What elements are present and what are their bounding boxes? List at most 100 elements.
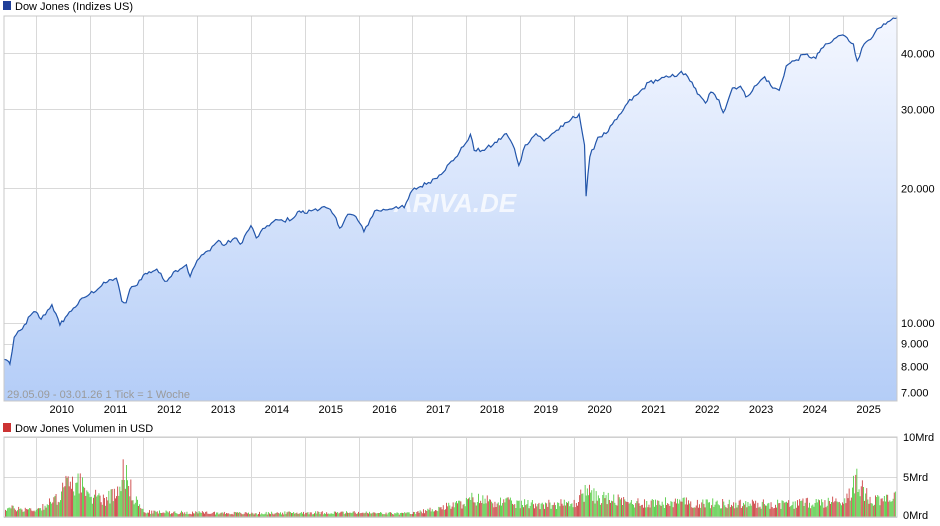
volume-bar bbox=[761, 501, 763, 517]
volume-bar bbox=[542, 504, 544, 517]
volume-bar bbox=[561, 503, 563, 517]
volume-bar bbox=[282, 512, 284, 517]
volume-bar bbox=[64, 486, 66, 517]
volume-bar bbox=[739, 499, 741, 517]
volume-bar bbox=[417, 511, 419, 517]
volume-bar bbox=[638, 503, 640, 517]
volume-bar bbox=[347, 512, 348, 517]
volume-bar bbox=[280, 512, 281, 517]
volume-bar bbox=[151, 510, 153, 517]
volume-bar bbox=[126, 465, 127, 517]
volume-bar bbox=[361, 512, 363, 517]
volume-bar bbox=[141, 508, 143, 517]
volume-bar bbox=[392, 514, 394, 517]
volume-bar bbox=[617, 494, 619, 517]
volume-bar bbox=[643, 507, 644, 517]
volume-bar bbox=[129, 496, 131, 517]
volume-bar bbox=[467, 499, 468, 517]
volume-bar bbox=[338, 513, 340, 517]
volume-bar bbox=[494, 501, 496, 517]
volume-bar bbox=[564, 505, 566, 517]
volume-bar bbox=[823, 507, 825, 517]
volume-bar bbox=[704, 507, 706, 517]
volume-bar bbox=[102, 494, 104, 517]
volume-bar bbox=[682, 497, 684, 517]
volume-bar bbox=[138, 506, 139, 517]
volume-bar bbox=[219, 513, 221, 517]
volume-bar bbox=[764, 504, 765, 517]
volume-bar bbox=[501, 505, 502, 517]
volume-bar bbox=[476, 502, 478, 517]
volume-bar bbox=[375, 513, 377, 517]
volume-bar bbox=[123, 480, 125, 517]
volume-bar bbox=[705, 499, 707, 517]
volume-bar bbox=[60, 500, 61, 517]
volume-bar bbox=[135, 496, 137, 517]
volume-bar bbox=[517, 500, 519, 517]
volume-bar bbox=[91, 503, 93, 517]
volume-bar bbox=[624, 499, 626, 517]
volume-bar bbox=[595, 491, 597, 517]
range-note: 29.05.09 - 03.01.26 1 Tick = 1 Woche bbox=[7, 389, 190, 401]
volume-bar bbox=[838, 501, 840, 517]
volume-bar bbox=[368, 513, 369, 517]
volume-bar bbox=[431, 509, 433, 517]
volume-bar bbox=[842, 502, 843, 517]
volume-bar bbox=[579, 495, 581, 517]
volume-bar bbox=[100, 502, 102, 517]
volume-bar bbox=[765, 505, 766, 517]
volume-bar bbox=[737, 505, 739, 517]
volume-bar bbox=[58, 502, 60, 517]
volume-bar bbox=[254, 513, 256, 517]
volume-bar bbox=[38, 508, 39, 517]
volume-bar bbox=[503, 499, 505, 517]
volume-bar bbox=[888, 501, 890, 517]
volume-bar bbox=[798, 505, 799, 517]
volume-bar bbox=[140, 508, 142, 517]
volume-bar bbox=[720, 508, 721, 517]
volume-bar bbox=[464, 506, 466, 517]
volume-bar bbox=[390, 512, 391, 517]
volume-bar bbox=[822, 502, 824, 517]
volume-bar bbox=[221, 512, 223, 517]
volume-bar bbox=[107, 500, 109, 517]
volume-bar bbox=[452, 502, 454, 517]
volume-bar bbox=[369, 511, 370, 517]
volume-bar bbox=[813, 506, 815, 517]
volume-bar bbox=[373, 512, 375, 517]
volume-bar bbox=[299, 513, 301, 517]
volume-bar bbox=[167, 512, 169, 517]
volume-bar bbox=[679, 499, 681, 517]
volume-bar bbox=[33, 510, 35, 517]
volume-bar bbox=[117, 486, 119, 517]
volume-bar bbox=[127, 480, 128, 517]
volume-bar bbox=[858, 489, 860, 517]
volume-bar bbox=[193, 513, 194, 517]
x-tick-label: 2025 bbox=[856, 404, 880, 416]
volume-bar bbox=[854, 493, 856, 517]
volume-bar bbox=[583, 501, 585, 517]
volume-bar bbox=[711, 505, 713, 517]
volume-bar bbox=[716, 500, 718, 517]
volume-bar bbox=[848, 488, 850, 517]
volume-bar bbox=[267, 512, 269, 517]
volume-bar bbox=[340, 511, 342, 517]
volume-bar bbox=[68, 486, 70, 517]
volume-bar bbox=[17, 510, 18, 517]
volume-bar bbox=[287, 511, 289, 517]
volume-bar bbox=[826, 505, 828, 517]
volume-bar bbox=[495, 507, 497, 517]
y-tick-label: 30.000 bbox=[901, 104, 935, 116]
volume-bar bbox=[434, 511, 435, 517]
volume-bar bbox=[526, 504, 528, 517]
volume-bar bbox=[128, 486, 130, 517]
volume-bar bbox=[531, 500, 533, 517]
volume-bar bbox=[634, 507, 636, 517]
volume-bar bbox=[470, 500, 472, 517]
volume-bar bbox=[423, 509, 424, 517]
volume-bar bbox=[408, 512, 410, 517]
y-tick-label: 10.000 bbox=[901, 318, 935, 330]
volume-bar bbox=[573, 499, 575, 517]
volume-bar bbox=[460, 501, 462, 517]
volume-bar bbox=[291, 513, 292, 517]
